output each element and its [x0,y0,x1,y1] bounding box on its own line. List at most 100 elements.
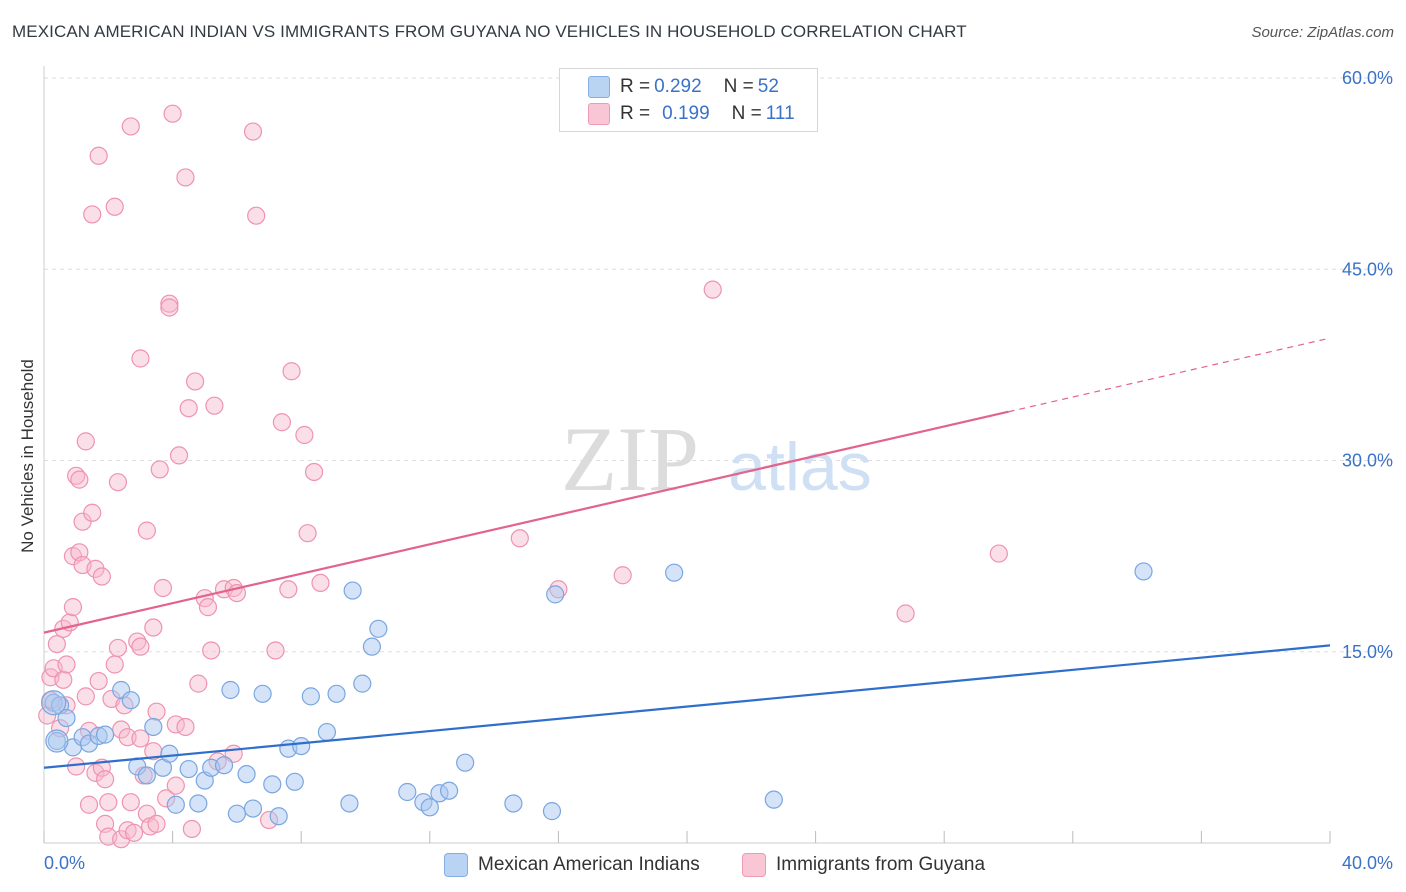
data-point-mexican-american-indian [340,794,359,813]
data-point-guyana [92,567,111,586]
data-point-guyana [137,521,156,540]
data-point-guyana [304,462,324,482]
data-point-mexican-american-indian [292,736,311,756]
trend-line-immigrants-from-guyana [43,410,1009,634]
data-point-mexican-american-indian [504,794,523,813]
data-point-guyana [124,823,144,842]
y-tick-label: 15.0% [1342,642,1393,662]
data-point-mexican-american-indian [665,563,684,582]
legend-r-label: R = [620,103,651,124]
y-tick-label: 30.0% [1342,451,1393,471]
y-axis-label: No Vehicles in Household [18,359,37,553]
data-point-guyana [189,674,208,693]
data-point-guyana [131,729,150,748]
y-tick-label: 45.0% [1342,259,1393,279]
data-point-mexican-american-indian [420,798,439,817]
series-mexican-american-indians [41,562,1153,826]
data-point-mexican-american-indian [439,781,459,800]
bottom-legend-item-pink: Immigrants from Guyana [742,852,985,878]
data-point-guyana [179,399,198,418]
data-point-guyana [247,206,266,225]
data-point-guyana [160,294,179,313]
data-point-guyana [95,770,115,789]
data-point-guyana [131,637,150,656]
y-tick-label: 60.0% [1342,68,1393,88]
data-point-mexican-american-indian [362,637,382,656]
data-point-mexican-american-indian [166,795,185,814]
trend-line-immigrants-from-guyana-extrapolated [1008,337,1331,413]
source-label: Source: ZipAtlas.com [1251,24,1394,41]
data-point-mexican-american-indian [269,807,288,826]
data-point-guyana [121,117,140,136]
data-point-mexican-american-indian [47,731,66,751]
data-point-mexican-american-indian [263,775,282,794]
grid-layer [44,77,1395,653]
data-point-guyana [83,205,102,224]
data-point-mexican-american-indian [546,585,565,604]
data-point-guyana [163,104,182,123]
x-tick-label-max: 40.0% [1342,853,1393,873]
data-point-mexican-american-indian [542,802,562,821]
data-point-guyana [76,432,95,451]
bottom-legend-swatch-blue [444,853,468,877]
chart-title: MEXICAN AMERICAN INDIAN VS IMMIGRANTS FR… [12,22,967,41]
data-point-guyana [202,641,221,660]
data-point-guyana [989,544,1008,563]
legend-r-value: 0.292 [654,76,702,97]
bottom-legend-label: Immigrants from Guyana [776,854,986,875]
data-point-guyana [160,298,179,317]
legend-r-value: 0.199 [662,103,710,124]
data-point-guyana [144,618,163,637]
data-point-mexican-american-indian [227,804,246,823]
data-point-mexican-american-indian [214,756,234,775]
bottom-legend-swatch-pink [742,853,766,877]
data-point-guyana [57,655,76,674]
data-point-guyana [510,529,529,548]
legend-swatch-pink [588,103,610,125]
data-point-guyana [311,573,330,593]
legend-row-pink: R = 0.199 N = 111 [620,102,795,126]
data-point-guyana [266,641,285,660]
legend-row-blue: R = 0.292 N = 52 [620,75,779,99]
data-point-guyana [79,795,99,814]
data-point-guyana [89,146,108,165]
data-point-guyana [186,372,205,391]
data-point-mexican-american-indian [57,708,76,728]
trend-line-mexican-american-indians [43,644,1331,769]
legend-n-value: 111 [765,103,795,124]
data-point-guyana [89,671,108,691]
data-point-guyana [105,655,124,674]
data-point-mexican-american-indian [285,772,304,791]
watermark-atlas: atlas [728,429,872,505]
data-point-guyana [131,349,150,368]
data-point-guyana [295,425,314,445]
legend-swatch-blue [588,76,610,98]
data-point-guyana [703,280,722,299]
data-point-mexican-american-indian [398,782,417,802]
data-point-guyana [76,687,95,706]
data-point-guyana [99,793,118,812]
data-point-mexican-american-indian [137,766,156,785]
data-point-guyana [279,580,298,599]
legend-n-label: N = [731,103,762,124]
data-point-mexican-american-indian [327,684,346,703]
watermark: ZIP atlas [561,408,872,510]
legend-n-value: 52 [757,76,779,97]
data-point-guyana [182,819,201,839]
data-point-guyana [150,460,169,479]
data-point-mexican-american-indian [369,619,388,638]
axis-layer [43,66,1331,844]
data-point-mexican-american-indian [160,744,179,763]
legend-n-label: N = [723,76,754,97]
data-point-mexican-american-indian [317,722,337,742]
data-point-mexican-american-indian [179,759,198,779]
data-point-mexican-american-indian [343,581,362,600]
data-point-mexican-american-indian [144,717,163,737]
data-point-mexican-american-indian [237,765,256,784]
data-point-mexican-american-indian [189,794,208,813]
data-point-guyana [47,634,66,654]
legend-r-label: R = [620,76,651,97]
data-point-guyana [63,598,83,617]
data-point-guyana [105,197,124,216]
